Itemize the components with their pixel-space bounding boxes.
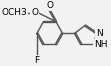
Text: O: O xyxy=(46,1,53,10)
Text: NH: NH xyxy=(94,40,107,49)
Text: F: F xyxy=(35,56,40,65)
Text: O: O xyxy=(31,8,38,17)
Text: N: N xyxy=(96,29,103,38)
Text: OCH3: OCH3 xyxy=(1,8,27,17)
